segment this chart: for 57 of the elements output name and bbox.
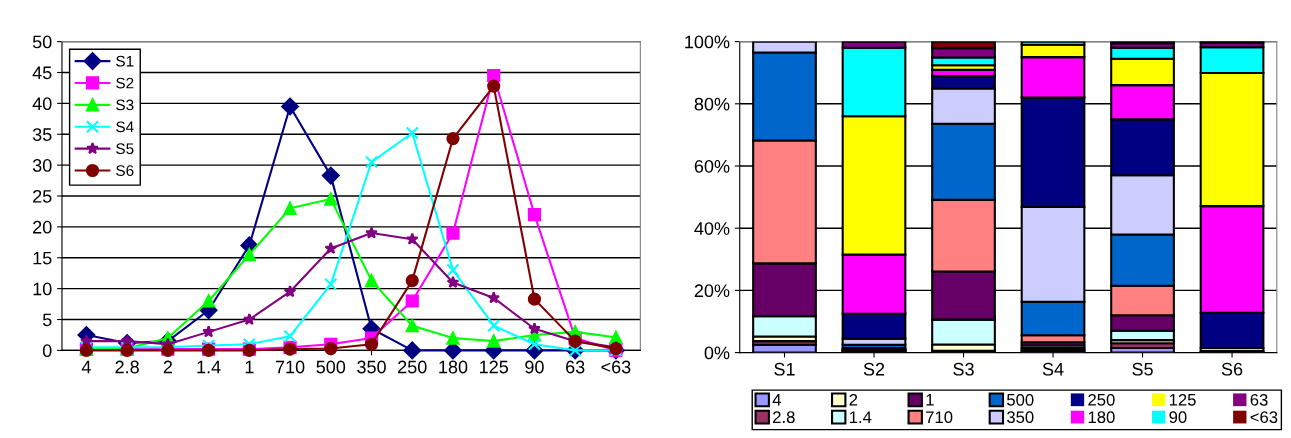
legend-label: S6 — [116, 165, 134, 176]
x-tick-label: S3 — [953, 362, 974, 376]
legend-label: 2.8 — [773, 411, 795, 424]
y-tick-label: 0% — [704, 346, 730, 360]
x-tick-label: 1.4 — [197, 360, 221, 374]
x-tick-label: S4 — [1042, 362, 1064, 376]
legend-label: 2 — [849, 393, 858, 406]
y-tick-label: 100% — [685, 35, 730, 49]
legend-label: 500 — [1007, 393, 1034, 406]
legend-label: 180 — [1088, 411, 1115, 424]
y-tick-label: 15 — [33, 251, 52, 265]
x-tick-label: S2 — [863, 362, 885, 376]
y-tick-label: 20% — [694, 284, 730, 298]
legend-label: 1 — [926, 394, 934, 406]
legend-label: <63 — [1250, 411, 1278, 424]
x-tick-label: 500 — [316, 360, 346, 374]
legend-label: 63 — [1250, 393, 1268, 406]
y-tick-label: 0 — [42, 344, 52, 358]
legend-label: S5 — [116, 143, 134, 155]
x-tick-label: 2 — [163, 360, 172, 374]
y-tick-label: 25 — [33, 189, 52, 203]
legend-label: S4 — [116, 121, 134, 133]
x-tick-label: 2.8 — [115, 360, 139, 374]
legend-label: 350 — [1006, 411, 1034, 424]
x-tick-label: 350 — [357, 360, 386, 374]
legend-label: 710 — [926, 411, 953, 424]
y-tick-label: 5 — [42, 313, 52, 327]
legend-label: S1 — [116, 55, 134, 67]
x-tick-label: 180 — [439, 360, 468, 374]
y-tick-label: 40 — [32, 97, 52, 111]
x-tick-label: S5 — [1132, 362, 1153, 376]
y-tick-label: 50 — [32, 35, 52, 49]
x-tick-label: S6 — [1221, 362, 1243, 376]
y-tick-label: 10 — [33, 282, 52, 296]
x-tick-label: S1 — [774, 362, 795, 376]
legend-label: 125 — [1169, 393, 1196, 406]
y-tick-label: 20 — [33, 220, 52, 234]
x-tick-label: 4 — [81, 360, 91, 374]
x-tick-label: 90 — [525, 360, 544, 374]
x-tick-label: <63 — [601, 360, 631, 374]
x-tick-label: 125 — [480, 360, 509, 374]
legend-label: S2 — [116, 77, 134, 89]
x-tick-label: 1 — [245, 360, 254, 374]
y-tick-label: 35 — [32, 128, 52, 141]
y-tick-label: 40% — [694, 222, 730, 235]
legend-label: 1.4 — [849, 411, 872, 423]
x-tick-label: 250 — [398, 360, 427, 374]
y-tick-label: 30 — [32, 159, 52, 172]
legend-label: 90 — [1169, 411, 1187, 424]
x-tick-label: 710 — [275, 360, 305, 374]
legend-label: 4 — [772, 394, 781, 406]
x-tick-label: 63 — [566, 360, 585, 374]
legend-label: 250 — [1088, 393, 1115, 406]
y-tick-label: 60% — [694, 159, 730, 173]
y-tick-label: 80% — [694, 97, 730, 111]
legend-label: S3 — [116, 99, 134, 111]
y-tick-label: 45 — [32, 66, 52, 80]
